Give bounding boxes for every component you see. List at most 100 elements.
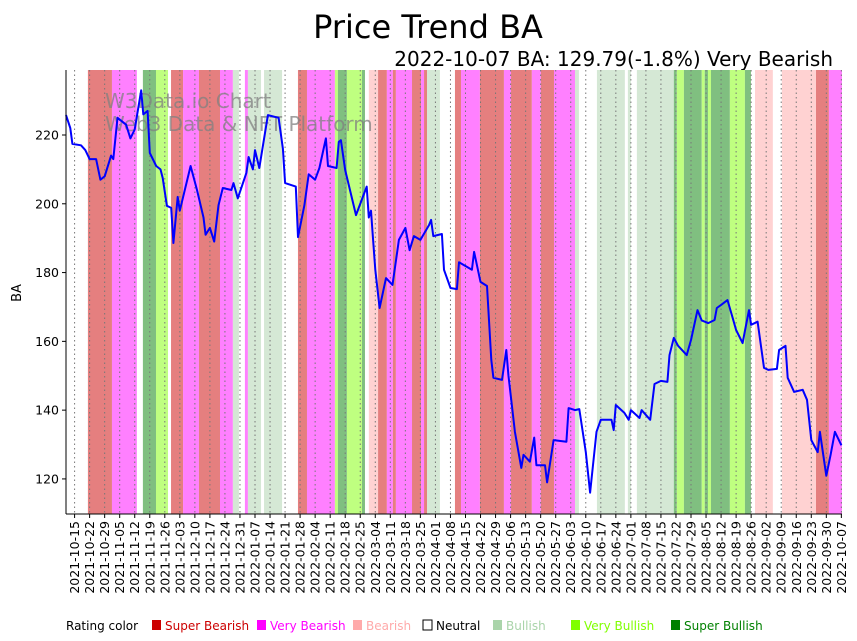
rating-band-super-bearish [511,70,532,514]
rating-band-bullish [596,70,625,514]
rating-band-super-bullish [673,70,677,514]
rating-band-very-bearish [421,70,425,514]
rating-band-bullish [636,70,674,514]
x-tick-label: 2022-01-14 [263,521,278,594]
rating-band-very-bearish [183,70,199,514]
x-tick-label: 2022-04-08 [443,521,458,594]
x-tick-label: 2021-12-31 [232,521,247,594]
y-tick-label: 220 [35,128,59,143]
rating-band-super-bullish [710,70,730,514]
x-tick-label: 2021-12-24 [217,521,232,594]
x-tick-label: 2021-11-26 [157,521,172,594]
legend-swatch-very-bearish [257,620,266,630]
x-tick-label: 2021-11-19 [142,521,157,594]
rating-band-very-bearish [553,70,576,514]
chart-subtitle: 2022-10-07 BA: 129.79(-1.8%) Very Bearis… [394,47,833,71]
x-tick-label: 2022-09-23 [804,521,819,594]
rating-band-very-bearish [503,70,512,514]
rating-band-bullish [247,70,262,514]
x-tick-label: 2022-04-29 [488,521,503,594]
legend-swatch-very-bullish [571,620,580,630]
rating-band-very-bearish [828,70,842,514]
x-tick-label: 2022-04-22 [473,521,488,594]
x-tick-label: 2022-09-30 [819,521,834,594]
x-tick-label: 2022-02-04 [308,521,323,594]
x-tick-label: 2022-08-05 [699,521,714,594]
x-tick-label: 2022-01-28 [293,521,308,594]
x-tick-label: 2022-07-08 [638,521,653,594]
x-tick-label: 2022-05-13 [518,521,533,594]
x-tick-label: 2022-01-07 [248,521,263,594]
legend-swatch-super-bullish [671,620,680,630]
rating-band-super-bearish [392,70,396,514]
rating-band-super-bullish [744,70,751,514]
x-tick-label: 2022-04-15 [458,521,473,594]
x-tick-label: 2022-05-20 [533,521,548,594]
rating-band-super-bullish [361,70,365,514]
rating-band-very-bearish [244,70,248,514]
x-tick-label: 2021-10-15 [67,521,82,594]
watermark-line-2: Web3 Data & NFT Platform [105,112,373,136]
x-tick-label: 2022-02-11 [323,521,338,594]
x-tick-label: 2022-07-29 [684,521,699,594]
x-tick-label: 2022-03-18 [398,521,413,594]
x-tick-label: 2022-09-09 [774,521,789,594]
rating-band-very-bullish [676,70,684,514]
legend-swatch-neutral [422,619,433,631]
x-tick-label: 2022-02-18 [338,521,353,594]
x-tick-label: 2021-11-05 [112,521,127,594]
x-tick-label: 2021-10-29 [97,521,112,594]
chart-title: Price Trend BA [313,8,543,46]
rating-band-super-bearish [171,70,184,514]
week-gridlines [74,70,842,514]
legend-label-bullish: Bullish [506,619,546,633]
x-tick-label: 2022-07-15 [653,521,668,594]
legend-label-neutral: Neutral [436,619,480,633]
rating-band-very-bearish [306,70,335,514]
x-tick-label: 2022-03-25 [413,521,428,594]
legend-label-super-bearish: Super Bearish [165,619,249,633]
watermark-line-1: W3Data.io Chart [105,89,271,113]
x-tick-label: 2022-05-27 [548,521,563,594]
y-axis: 120 140 160 180 200 220 [35,70,67,514]
x-tick-label: 2022-07-01 [623,521,638,594]
legend-label-super-bullish: Super Bullish [684,619,763,633]
x-tick-label: 2022-09-16 [789,521,804,594]
rating-band-very-bullish [729,70,745,514]
rating-band-super-bearish [454,70,461,514]
rating-band-bullish [575,70,579,514]
rating-band-bearish [755,70,773,514]
x-tick-label: 2021-12-10 [187,521,202,594]
rating-band-very-bearish [395,70,413,514]
x-tick-label: 2022-09-02 [759,521,774,594]
x-tick-label: 2021-11-12 [127,521,142,594]
legend-label-very-bullish: Very Bullish [584,619,654,633]
y-tick-label: 160 [35,334,59,349]
rating-band-super-bullish [683,70,702,514]
legend-label-bearish: Bearish [366,619,411,633]
x-tick-label: 2022-06-03 [563,521,578,594]
x-tick-label: 2022-03-04 [368,521,383,594]
y-tick-label: 140 [35,403,59,418]
rating-band-super-bearish [412,70,422,514]
legend-swatch-bullish [493,620,502,630]
rating-band-very-bullish [155,70,169,514]
x-axis: 2021-10-15 2021-10-22 2021-10-29 2021-11-05… [66,513,849,594]
y-tick-label: 180 [35,265,59,280]
rating-legend: Rating color Super Bearish Very Bearish Bea… [66,619,763,633]
rating-band-super-bearish [297,70,307,514]
rating-band-bearish [368,70,379,514]
rating-band-very-bearish [111,70,137,514]
x-tick-label: 2022-03-11 [383,521,398,594]
x-tick-label: 2022-02-25 [353,521,368,594]
rating-band-bullish [264,70,283,514]
y-tick-label: 120 [35,471,59,486]
rating-band-bullish [427,70,440,514]
x-tick-label: 2022-06-24 [608,521,623,594]
rating-band-very-bullish [346,70,362,514]
rating-band-very-bearish [219,70,233,514]
x-tick-label: 2022-06-10 [578,521,593,594]
rating-band-super-bearish [87,70,112,514]
x-tick-label: 2022-08-12 [714,521,729,594]
